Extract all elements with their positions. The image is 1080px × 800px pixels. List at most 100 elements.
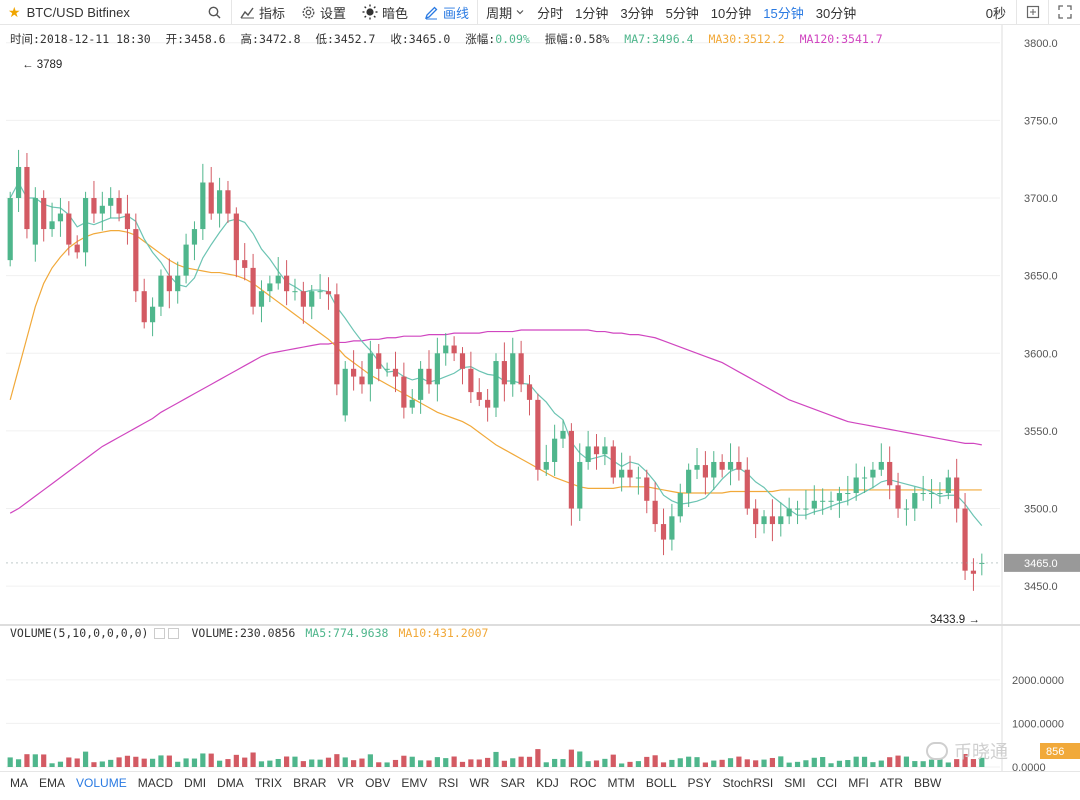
candle-body <box>602 446 608 455</box>
indicator-tab-atr[interactable]: ATR <box>879 775 904 790</box>
indicator-tab-roc[interactable]: ROC <box>569 775 597 790</box>
volume-bar <box>334 754 340 767</box>
price-chart[interactable]: 3800.0 3750.0 3700.0 3650.0 3600.0 3550.0 3500… <box>0 25 1080 771</box>
search-icon[interactable] <box>203 1 225 23</box>
indicator-tab-brar[interactable]: BRAR <box>293 775 327 790</box>
interval-4[interactable]: 10分钟 <box>710 5 752 21</box>
candle-body <box>258 291 265 307</box>
volume-tick-label: 1000.0000 <box>1012 718 1064 730</box>
volume-bar <box>677 758 683 767</box>
indicator-tab-trix[interactable]: TRIX <box>254 775 283 790</box>
y-tick-label: 3800.0 <box>1024 38 1058 50</box>
interval-6[interactable]: 30分钟 <box>815 5 857 21</box>
interval-2[interactable]: 3分钟 <box>620 5 654 21</box>
info-high: 高:3472.8 <box>240 32 301 46</box>
screenshot-icon[interactable] <box>1016 0 1048 24</box>
indicator-tab-macd[interactable]: MACD <box>137 775 174 790</box>
indicator-tab-vr[interactable]: VR <box>337 775 355 790</box>
volume-bar <box>317 759 323 767</box>
indicator-tab-boll[interactable]: BOLL <box>645 775 677 790</box>
candle-body <box>501 361 507 385</box>
info-open: 开:3458.6 <box>165 32 226 46</box>
symbol-box[interactable]: ★ BTC/USD Bitfinex <box>0 0 232 24</box>
indicator-tab-psy[interactable]: PSY <box>687 775 712 790</box>
candle-body <box>786 508 792 517</box>
indicator-tab-mfi[interactable]: MFI <box>848 775 869 790</box>
interval-1[interactable]: 1分钟 <box>575 5 609 21</box>
volume-bar <box>32 754 38 767</box>
indicator-tab-ema[interactable]: EMA <box>39 775 66 790</box>
indicator-tab-volume[interactable]: VOLUME <box>76 775 127 790</box>
indicator-tab-bbw[interactable]: BBW <box>914 775 942 790</box>
candle-body <box>32 198 38 245</box>
candle-body <box>761 516 767 525</box>
volume-bar <box>694 757 700 767</box>
volume-settings-icon[interactable] <box>154 627 166 639</box>
indicator-tab-emv[interactable]: EMV <box>401 775 428 790</box>
volume-bar <box>141 758 147 767</box>
volume-bar <box>635 761 641 767</box>
candle-body <box>225 190 231 214</box>
candle-body <box>719 461 725 470</box>
interval-5[interactable]: 15分钟 <box>763 5 804 21</box>
star-icon[interactable]: ★ <box>8 3 21 20</box>
period-dropdown[interactable]: 周期 <box>478 0 531 24</box>
indicator-tab-sar[interactable]: SAR <box>500 775 526 790</box>
indicator-tab-rsi[interactable]: RSI <box>438 775 459 790</box>
candle-body <box>660 524 667 540</box>
volume-bar <box>845 760 851 767</box>
volume-bar <box>979 757 985 767</box>
volume-bar <box>660 762 667 767</box>
price-axis: 3800.0 3750.0 3700.0 3650.0 3600.0 3550.0 3500… <box>1012 38 1064 771</box>
volume-bar <box>945 762 951 767</box>
interval-3[interactable]: 5分钟 <box>665 5 699 21</box>
indicator-tab-smi[interactable]: SMI <box>784 775 806 790</box>
chart-labels: ← 3789 3433.9 → 3465.0 856 <box>6 59 1080 759</box>
current-price-box <box>1004 553 1080 572</box>
volume-bar <box>535 749 541 767</box>
candle-body <box>794 508 801 510</box>
indicator-tab-dmi[interactable]: DMI <box>184 775 207 790</box>
candle-body <box>769 516 776 525</box>
volume-bar <box>91 762 97 767</box>
volume-bar <box>300 761 306 767</box>
indicator-tab-mtm[interactable]: MTM <box>607 775 635 790</box>
candle-body <box>753 508 759 525</box>
candle-body <box>334 294 340 385</box>
indicators-button[interactable]: 指标 <box>232 0 293 24</box>
settings-button[interactable]: 设置 <box>293 0 354 24</box>
volume-bar <box>828 763 834 767</box>
settings-label: 设置 <box>320 5 347 21</box>
candle-body <box>895 485 901 509</box>
dark-mode-button[interactable]: 暗色 <box>354 0 416 24</box>
indicator-tab-ma[interactable]: MA <box>10 775 28 790</box>
candle-body <box>627 469 633 478</box>
candle-body <box>979 562 985 564</box>
indicator-tab-kdj[interactable]: KDJ <box>536 775 559 790</box>
indicator-tab-obv[interactable]: OBV <box>365 775 391 790</box>
volume-bar <box>895 755 901 767</box>
draw-line-button[interactable]: 画线 <box>416 0 477 24</box>
indicator-tab-dma[interactable]: DMA <box>217 775 244 790</box>
indicator-tab-wr[interactable]: WR <box>469 775 490 790</box>
indicator-tab-cci[interactable]: CCI <box>816 775 838 790</box>
candle-body <box>560 430 566 439</box>
candle-body <box>325 291 332 295</box>
info-ma7: MA7:3496.4 <box>624 32 694 46</box>
volume-bar <box>903 756 910 767</box>
interval-0[interactable]: 分时 <box>537 5 564 21</box>
volume-close-icon[interactable] <box>168 627 180 639</box>
candle-body <box>468 368 474 393</box>
candle-body <box>200 182 206 230</box>
ma120-line <box>9 329 982 514</box>
volume-bar <box>166 755 172 767</box>
fullscreen-icon[interactable] <box>1048 0 1080 24</box>
candle-body <box>91 198 97 214</box>
candle-body <box>191 229 198 245</box>
chat-bubble-icon <box>926 742 948 760</box>
candle-body <box>619 469 625 478</box>
candle-body <box>903 508 910 510</box>
indicator-tab-stochrsi[interactable]: StochRSI <box>722 775 774 790</box>
candle-body <box>861 477 868 479</box>
candle-body <box>242 260 248 268</box>
